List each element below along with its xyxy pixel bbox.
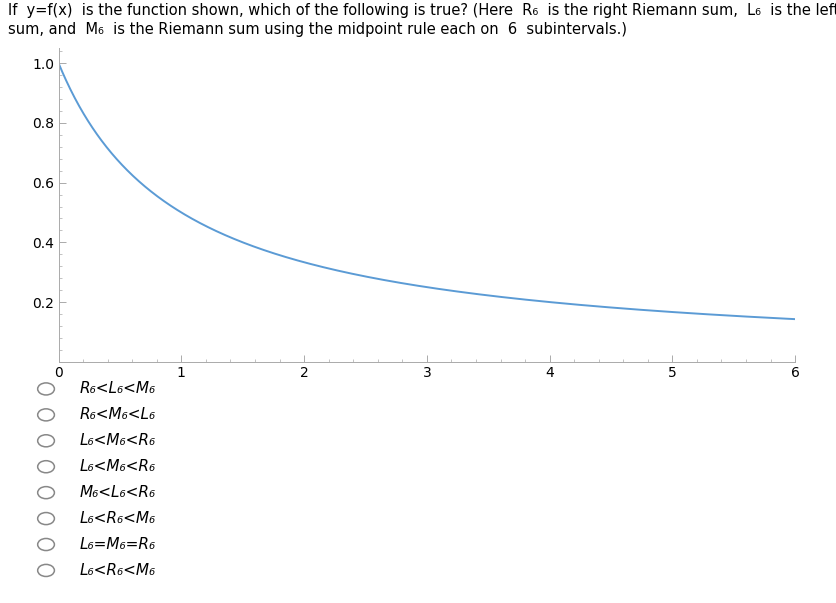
Text: R₆<M₆<L₆: R₆<M₆<L₆: [79, 408, 155, 422]
Text: L₆<M₆<R₆: L₆<M₆<R₆: [79, 434, 155, 448]
Text: R₆<L₆<M₆: R₆<L₆<M₆: [79, 382, 155, 396]
Text: If  y=f(x)  is the function shown, which of the following is true? (Here  R₆  is: If y=f(x) is the function shown, which o…: [8, 3, 836, 18]
Text: L₆<R₆<M₆: L₆<R₆<M₆: [79, 511, 155, 526]
Text: L₆=M₆=R₆: L₆=M₆=R₆: [79, 537, 155, 552]
Text: L₆<M₆<R₆: L₆<M₆<R₆: [79, 459, 155, 474]
Text: M₆<L₆<R₆: M₆<L₆<R₆: [79, 485, 155, 500]
Text: L₆<R₆<M₆: L₆<R₆<M₆: [79, 563, 155, 578]
Text: sum, and  M₆  is the Riemann sum using the midpoint rule each on  6  subinterval: sum, and M₆ is the Riemann sum using the…: [8, 22, 627, 37]
